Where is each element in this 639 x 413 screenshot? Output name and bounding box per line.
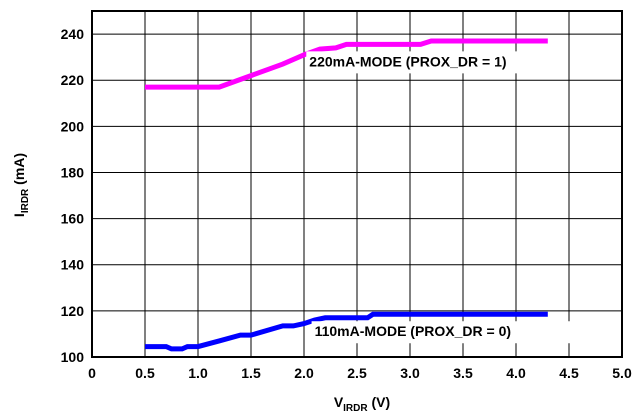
x-tick-label: 4.0 [506,365,526,381]
x-tick-label: 2.0 [294,365,314,381]
x-tick-label: 1.0 [188,365,208,381]
x-tick-label: 2.5 [347,365,367,381]
y-tick-label: 120 [61,303,85,319]
x-tick-label: 1.5 [241,365,261,381]
y-tick-label: 220 [61,72,85,88]
x-tick-label: 3.0 [400,365,420,381]
y-tick-label: 140 [61,257,85,273]
y-tick-label: 240 [61,26,85,42]
annotation-label: 110mA-MODE (PROX_DR = 0) [315,323,511,339]
annotation-background [311,321,574,344]
annotation-label: 220mA-MODE (PROX_DR = 1) [309,53,506,69]
y-tick-label: 160 [61,211,85,227]
series-layer [145,38,548,352]
x-tick-label: 5.0 [612,365,632,381]
x-tick-label: 4.5 [559,365,579,381]
plot-frame [91,10,623,358]
annotation-background [306,51,569,74]
x-tick-label: 0.5 [135,365,155,381]
y-tick-label: 200 [61,118,85,134]
series-line-2 [145,311,548,352]
y-tick-label: 180 [61,164,85,180]
x-axis-ticks: 0 0.5 1.0 1.5 2.0 2.5 3.0 3.5 4.0 4.5 5.0 [88,365,632,381]
x-tick-label: 3.5 [453,365,473,381]
y-axis-ticks: 100 120 140 160 180 200 220 240 [61,26,85,365]
y-tick-label: 100 [61,349,85,365]
annotations: 220mA-MODE (PROX_DR = 1) 110mA-MODE (PROX… [306,51,574,344]
y-axis-label: IIRDR (mA) [11,153,31,217]
x-axis-label: VIRDR (V) [334,394,390,413]
series-line-1 [145,38,548,90]
x-tick-label: 0 [88,365,96,381]
